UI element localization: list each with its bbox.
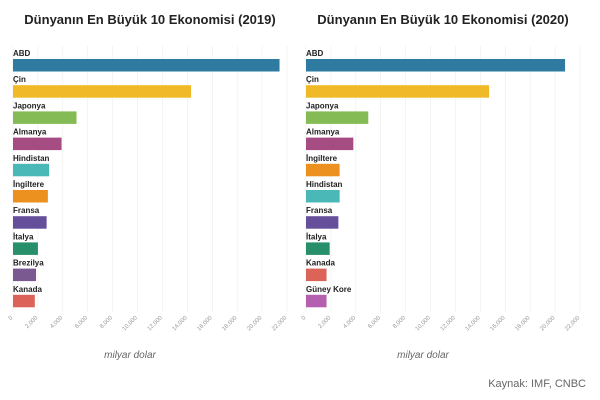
bar	[13, 111, 77, 124]
bar	[13, 163, 50, 177]
bar	[13, 59, 280, 72]
x-tick-label: 18,000	[221, 315, 239, 333]
category-label: Güney Kore	[306, 285, 352, 294]
category-label: Hindistan	[306, 180, 343, 189]
x-tick-label: 20,000	[246, 315, 264, 333]
x-tick-label: 2,000	[24, 315, 39, 330]
category-label: Çin	[13, 75, 26, 84]
chart-title: Dünyanın En Büyük 10 Ekonomisi (2020)	[317, 12, 568, 27]
bar	[13, 216, 47, 229]
x-tick-label: 16,000	[489, 315, 507, 333]
category-label: İtalya	[306, 232, 327, 241]
bar	[306, 163, 340, 177]
x-tick-label: 12,000	[147, 315, 165, 333]
category-label: İtalya	[13, 232, 34, 241]
bar	[13, 268, 37, 282]
category-label: Kanada	[13, 285, 42, 294]
x-tick-label: 14,000	[465, 315, 483, 333]
category-label: Japonya	[13, 101, 46, 110]
chart-title: Dünyanın En Büyük 10 Ekonomisi (2019)	[24, 12, 275, 27]
x-tick-label: 18,000	[514, 315, 532, 333]
category-label: Brezilya	[13, 259, 44, 268]
x-tick-label: 20,000	[539, 315, 557, 333]
category-label: ABD	[13, 49, 31, 58]
bar	[13, 190, 48, 203]
chart-1: Dünyanın En Büyük 10 Ekonomisi (2019) 0 2,…	[8, 12, 289, 361]
x-tick-label: 6,000	[74, 315, 89, 330]
bar	[13, 137, 62, 151]
category-label: Kanada	[306, 259, 335, 268]
category-label: Hindistan	[13, 154, 50, 163]
x-tick-label: 0	[301, 315, 308, 322]
bar	[306, 85, 490, 98]
x-tick-label: 22,000	[271, 315, 289, 333]
category-label: İngiltere	[13, 180, 45, 189]
x-tick-label: 22,000	[564, 315, 582, 333]
chart-2: Dünyanın En Büyük 10 Ekonomisi (2020) 0 2,…	[301, 12, 582, 361]
x-tick-label: 0	[8, 315, 15, 322]
bar	[13, 242, 38, 255]
source-note: Kaynak: IMF, CNBC	[488, 378, 586, 390]
category-label: Çin	[306, 75, 319, 84]
category-label: Fransa	[306, 206, 333, 215]
x-tick-label: 10,000	[415, 315, 433, 333]
bar	[306, 242, 330, 255]
x-axis-label: milyar dolar	[104, 350, 156, 361]
bar	[13, 85, 192, 98]
x-axis-label: milyar dolar	[397, 350, 449, 361]
x-tick-label: 12,000	[440, 315, 458, 333]
bar	[13, 294, 35, 308]
x-tick-label: 4,000	[49, 315, 64, 330]
bar	[306, 190, 340, 203]
category-label: ABD	[306, 49, 324, 58]
category-label: Almanya	[306, 128, 340, 137]
category-label: Almanya	[13, 128, 47, 137]
x-tick-label: 8,000	[99, 315, 114, 330]
category-label: Japonya	[306, 101, 339, 110]
bar	[306, 294, 327, 308]
x-tick-label: 8,000	[392, 315, 407, 330]
x-tick-label: 4,000	[342, 315, 357, 330]
x-tick-label: 14,000	[172, 315, 190, 333]
x-tick-label: 16,000	[196, 315, 214, 333]
x-tick-label: 6,000	[367, 315, 382, 330]
bar	[306, 268, 327, 282]
category-label: Fransa	[13, 206, 40, 215]
bar	[306, 111, 369, 124]
x-tick-label: 2,000	[317, 315, 332, 330]
bar	[306, 59, 566, 72]
bar	[306, 137, 354, 151]
bar	[306, 216, 339, 229]
x-tick-label: 10,000	[122, 315, 140, 333]
category-label: İngiltere	[306, 154, 338, 163]
